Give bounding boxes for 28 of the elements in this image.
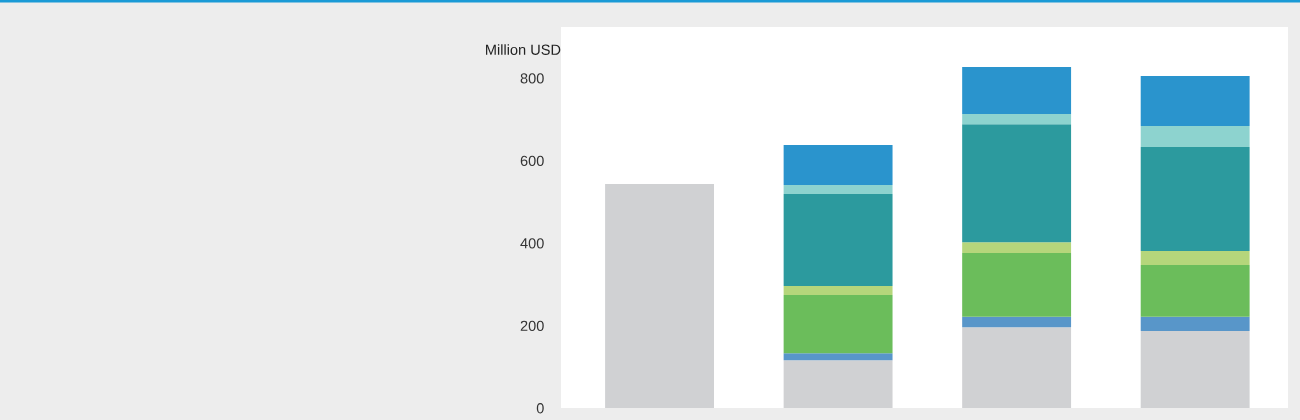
bar xyxy=(783,194,893,286)
bar xyxy=(1140,316,1250,331)
bar xyxy=(962,242,1072,253)
bar xyxy=(1140,146,1250,251)
bar xyxy=(783,353,893,361)
bar xyxy=(962,67,1072,114)
bar xyxy=(783,360,893,408)
bar xyxy=(962,124,1072,243)
bar xyxy=(783,295,893,354)
bar xyxy=(783,144,893,185)
bar xyxy=(783,184,893,194)
y-tick-label: 600 xyxy=(520,155,544,167)
bar xyxy=(1140,264,1250,317)
bar xyxy=(962,114,1072,125)
y-axis-title: Million USD xyxy=(486,44,561,55)
bar xyxy=(1140,250,1250,265)
bar xyxy=(962,327,1072,408)
bar xyxy=(605,184,715,408)
bar xyxy=(962,316,1072,328)
bar xyxy=(1140,330,1250,408)
y-tick-label: 0 xyxy=(536,403,544,414)
bar xyxy=(1140,76,1250,126)
bar xyxy=(1140,125,1250,147)
y-tick-label: 200 xyxy=(520,320,544,331)
y-tick-label: 400 xyxy=(520,238,544,249)
y-tick-label: 800 xyxy=(520,73,544,84)
bar xyxy=(962,252,1072,317)
bar xyxy=(783,285,893,296)
